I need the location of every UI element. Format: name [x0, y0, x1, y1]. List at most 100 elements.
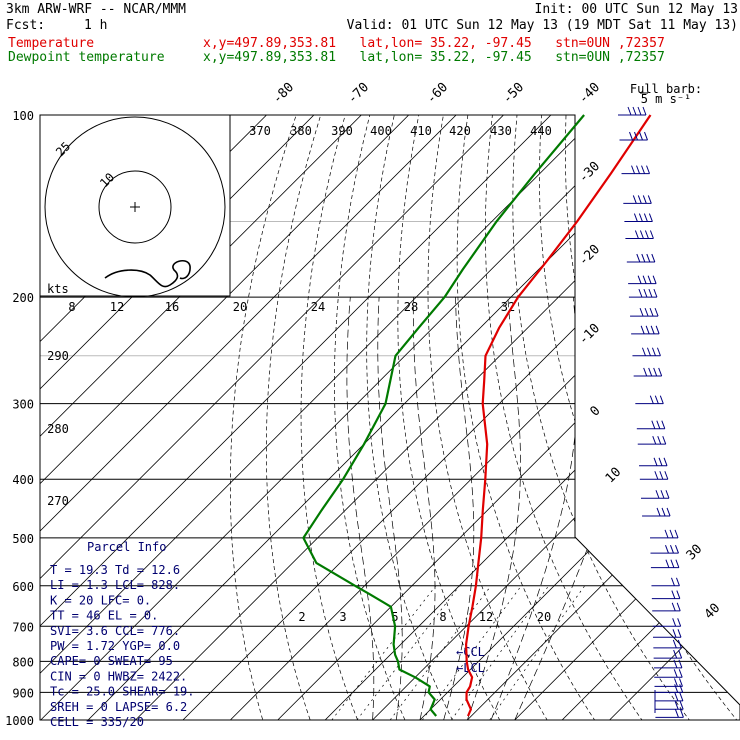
wind-barb-feather	[641, 165, 645, 174]
wind-barb-feather	[654, 471, 659, 480]
isotherm--40	[182, 115, 740, 720]
isotherm--90	[40, 115, 552, 720]
isotherm--100	[40, 115, 504, 720]
pressure-label-1000: 1000	[5, 714, 34, 728]
wind-barb-feather	[638, 288, 643, 298]
wind-barb-feather	[634, 230, 639, 239]
wind-barb-feather	[648, 367, 653, 377]
wind-barb-feather	[675, 577, 680, 586]
wind-barb-feather	[644, 230, 649, 239]
wind-barb-feather	[646, 347, 651, 356]
wind-barb-feather	[647, 275, 652, 284]
theta-label-370: 370	[249, 124, 271, 138]
wind-barb-feather	[647, 195, 652, 204]
isotherm-label-0: 0	[587, 403, 603, 419]
init-time: Init: 00 UTC Sun 12 May 13	[534, 2, 739, 17]
hodo-speed-label-28: 28	[404, 300, 418, 314]
pressure-label-100: 100	[12, 109, 34, 123]
theta-label-390: 390	[331, 124, 353, 138]
wind-barb-feather	[675, 559, 680, 568]
model-title: 3km ARW-WRF -- NCAR/MMM	[6, 2, 187, 17]
mixing-ratio-line-12	[451, 585, 549, 720]
wind-barb-feather	[636, 253, 641, 263]
wind-barb-feather	[661, 507, 666, 517]
wind-barb-feather	[652, 275, 657, 284]
wind-barb-feather	[679, 701, 684, 710]
moist-adiabat-15	[443, 297, 475, 720]
parcel-info-row: Tc = 25.0 SHEAR= 19.	[50, 685, 195, 699]
isotherm-label--50: -50	[500, 80, 527, 107]
isotherm-label--70: -70	[345, 80, 372, 107]
pressure-label-500: 500	[12, 532, 34, 546]
mixing-ratio-line-8	[422, 585, 522, 720]
wind-barb-feather	[650, 325, 655, 335]
wind-barb-feather	[645, 325, 650, 335]
wind-barb-feather	[643, 213, 648, 222]
wind-barb-feather	[673, 659, 678, 669]
wind-barb-feather	[677, 629, 682, 638]
wind-barb-feather	[637, 106, 642, 116]
temperature-location: x,y=497.89,353.81 lat,lon= 35.22, -97.45…	[203, 36, 665, 51]
ccl-marker: ←CCL	[456, 645, 485, 659]
wind-barb-feather	[677, 639, 682, 649]
wind-barb-feather	[644, 307, 649, 317]
hodo-speed-label-20: 20	[233, 300, 247, 314]
dry-adiabat-400	[663, 115, 740, 720]
moist-adiabat-25	[490, 297, 579, 720]
wind-barb-feather	[659, 395, 664, 404]
wind-barb-feather	[671, 602, 676, 611]
hodograph-units: kts	[47, 282, 69, 296]
wind-barb-feather	[642, 275, 647, 284]
isotherm-label--20: -20	[576, 242, 603, 269]
isotherm--70	[40, 115, 647, 720]
wind-barb-feather	[674, 678, 678, 687]
moist-adiabat-30	[514, 297, 650, 720]
wind-barb-feather	[649, 307, 654, 317]
wind-barb-feather	[651, 347, 656, 356]
wind-barb-feather	[637, 275, 642, 284]
parcel-info-row: CIN = 0 HWBZ= 2422.	[50, 669, 187, 683]
parcel-info-row: CAPE= 0 SWEAT= 95	[50, 654, 173, 668]
dry-adiabat-330	[485, 115, 652, 720]
wind-barb-feather	[648, 288, 653, 298]
hodo-speed-label-8: 8	[68, 300, 75, 314]
wind-barb-feather	[652, 435, 657, 445]
mixing-ratio-line-3	[356, 585, 460, 720]
dry-adiabat-380	[614, 115, 740, 720]
isotherm-label--80: -80	[270, 80, 297, 107]
legend-dewpoint: Dewpoint temperature	[8, 50, 165, 65]
dry-adiabat-250	[229, 115, 297, 720]
dry-adiabat-410	[688, 115, 740, 720]
isotherm--80	[40, 115, 599, 720]
hodograph-ring-10	[98, 170, 172, 244]
theta-label-380: 380	[290, 124, 312, 138]
pressure-label-200: 200	[12, 291, 34, 305]
theta-label-410: 410	[410, 124, 432, 138]
wind-barb-feather	[655, 490, 660, 499]
mixing-ratio-label-12: 12	[479, 610, 493, 624]
dry-adiabat-340	[512, 115, 700, 720]
wind-barb-feather	[646, 253, 651, 263]
wind-barb-feather	[674, 692, 679, 702]
hodo-speed-label-12: 12	[110, 300, 124, 314]
wind-barb-feather	[634, 131, 638, 141]
isotherm-label--10: -10	[576, 321, 603, 348]
theta-label-400: 400	[370, 124, 392, 138]
moist-adiabat-5	[377, 297, 403, 720]
dry-adiabat-310	[427, 115, 556, 720]
parcel-info-row: CELL = 335/20	[50, 715, 144, 729]
forecast-label: Fcst:	[6, 18, 46, 33]
mixing-ratio-line-20	[489, 585, 585, 720]
wind-barb-feather	[670, 577, 675, 586]
isotherm-label--30: -30	[576, 159, 603, 186]
wind-barb-feather	[627, 106, 632, 116]
legend-temperature: Temperature	[8, 36, 95, 51]
wind-barb-feather	[663, 457, 668, 466]
wind-barb-feather	[664, 471, 669, 480]
isotherm--130	[40, 115, 362, 720]
wind-barb-feather	[651, 253, 656, 263]
wind-barb-feather	[664, 529, 669, 539]
dry-adiabat-370	[590, 115, 740, 720]
